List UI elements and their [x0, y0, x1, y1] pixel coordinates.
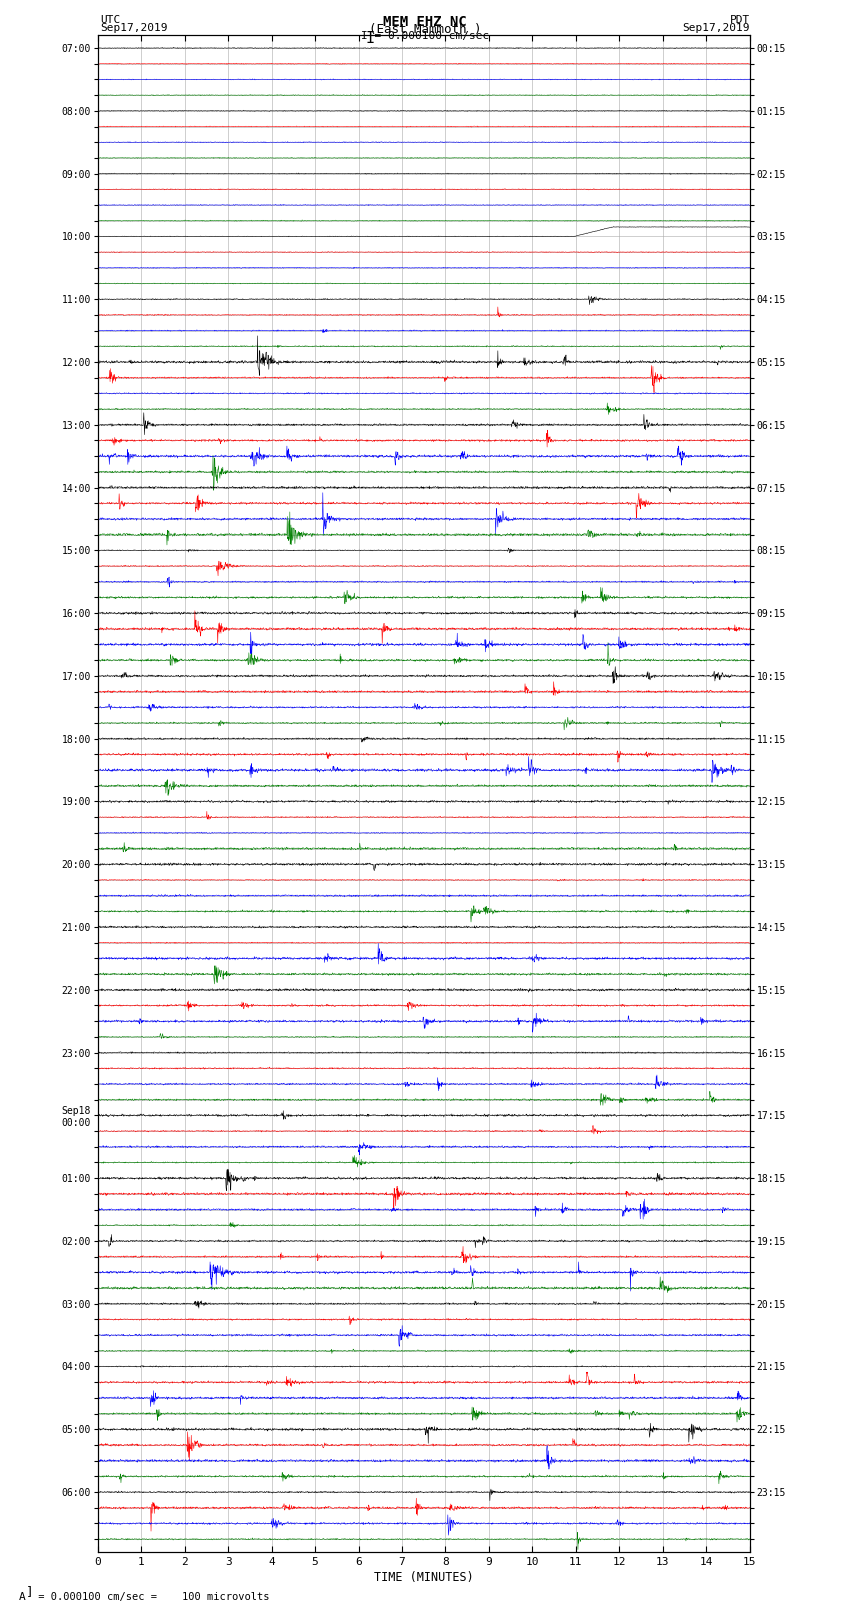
Text: PDT: PDT: [729, 16, 750, 26]
Text: UTC: UTC: [100, 16, 121, 26]
Text: I: I: [366, 31, 374, 45]
Text: I = 0.000100 cm/sec: I = 0.000100 cm/sec: [361, 31, 489, 40]
Text: = 0.000100 cm/sec =    100 microvolts: = 0.000100 cm/sec = 100 microvolts: [32, 1592, 269, 1602]
Text: (East Mammoth ): (East Mammoth ): [369, 24, 481, 37]
Text: Sep17,2019: Sep17,2019: [100, 24, 167, 34]
Text: Sep17,2019: Sep17,2019: [683, 24, 750, 34]
X-axis label: TIME (MINUTES): TIME (MINUTES): [374, 1571, 473, 1584]
Text: A: A: [19, 1592, 26, 1602]
Text: ]: ]: [26, 1584, 33, 1597]
Text: MEM EHZ NC: MEM EHZ NC: [383, 16, 467, 29]
